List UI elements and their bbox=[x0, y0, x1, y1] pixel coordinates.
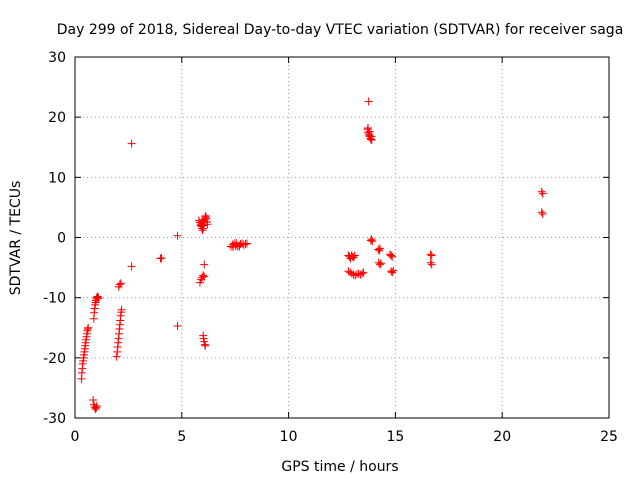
data-point bbox=[89, 395, 98, 404]
data-point bbox=[127, 262, 136, 271]
data-point bbox=[229, 243, 238, 252]
data-point bbox=[239, 240, 248, 249]
data-point bbox=[349, 253, 358, 262]
data-point bbox=[364, 97, 373, 106]
data-point bbox=[350, 251, 359, 260]
data-point bbox=[84, 323, 93, 332]
data-point bbox=[537, 208, 546, 217]
data-point bbox=[389, 266, 398, 275]
data-point bbox=[358, 269, 367, 278]
x-tick-label: 15 bbox=[386, 429, 404, 445]
x-tick-label: 0 bbox=[71, 429, 80, 445]
data-point bbox=[348, 252, 357, 261]
x-tick-label: 5 bbox=[177, 429, 186, 445]
data-point bbox=[352, 270, 361, 279]
data-point bbox=[374, 245, 383, 254]
data-point bbox=[116, 279, 125, 288]
data-point bbox=[127, 139, 136, 148]
data-point bbox=[112, 352, 121, 361]
data-point bbox=[198, 273, 207, 282]
data-point bbox=[92, 401, 101, 410]
data-point bbox=[199, 271, 208, 280]
data-point bbox=[359, 268, 368, 277]
data-point bbox=[366, 134, 375, 143]
data-point bbox=[115, 280, 124, 289]
x-tick-label: 10 bbox=[280, 429, 298, 445]
y-tick-labels: -30 -20 -10 0 10 20 30 bbox=[43, 50, 66, 427]
data-point bbox=[349, 270, 358, 279]
x-axis-label: GPS time / hours bbox=[281, 459, 398, 475]
data-point bbox=[90, 403, 99, 412]
data-point bbox=[93, 292, 102, 301]
axis-ticks bbox=[74, 56, 610, 419]
x-tick-label: 25 bbox=[600, 429, 618, 445]
y-tick-label: -20 bbox=[43, 351, 66, 367]
data-point bbox=[427, 260, 436, 269]
x-tick-labels: 0 5 10 15 20 25 bbox=[71, 429, 618, 445]
data-point bbox=[200, 272, 209, 281]
data-point bbox=[538, 189, 547, 198]
y-tick-label: -30 bbox=[43, 411, 66, 427]
data-point bbox=[203, 220, 212, 229]
y-tick-label: 30 bbox=[48, 50, 66, 66]
data-point bbox=[376, 259, 385, 268]
data-point bbox=[366, 236, 375, 245]
data-point bbox=[351, 271, 360, 280]
data-point bbox=[201, 341, 210, 350]
data-point bbox=[117, 305, 126, 314]
data-point bbox=[242, 239, 251, 248]
y-axis-label: SDTVAR / TECUs bbox=[8, 181, 24, 296]
y-tick-label: 20 bbox=[48, 110, 66, 126]
data-points bbox=[77, 97, 547, 413]
x-tick-label: 20 bbox=[493, 429, 511, 445]
data-point bbox=[197, 222, 206, 231]
grid-lines bbox=[75, 57, 609, 418]
data-point bbox=[368, 237, 377, 246]
data-point bbox=[538, 210, 547, 219]
data-point bbox=[388, 268, 397, 277]
data-point bbox=[94, 294, 103, 303]
y-tick-label: 0 bbox=[57, 231, 66, 247]
data-point bbox=[376, 260, 385, 269]
data-point bbox=[200, 260, 209, 269]
data-point bbox=[232, 238, 241, 247]
data-point bbox=[427, 251, 436, 260]
data-point bbox=[347, 269, 356, 278]
y-tick-label: 10 bbox=[48, 170, 66, 186]
data-point bbox=[199, 216, 208, 225]
data-point bbox=[365, 127, 374, 136]
data-point bbox=[387, 251, 396, 260]
data-point bbox=[364, 123, 373, 132]
data-point bbox=[198, 217, 207, 226]
data-point bbox=[374, 258, 383, 267]
data-point bbox=[156, 254, 165, 263]
data-point bbox=[173, 321, 182, 330]
data-point bbox=[426, 250, 435, 259]
y-tick-label: -10 bbox=[43, 291, 66, 307]
data-point bbox=[92, 293, 101, 302]
data-point bbox=[235, 242, 244, 251]
data-point bbox=[367, 132, 376, 141]
data-point bbox=[426, 258, 435, 267]
data-point bbox=[173, 231, 182, 240]
data-point bbox=[241, 240, 250, 249]
data-point bbox=[388, 252, 397, 261]
data-point bbox=[376, 244, 385, 253]
data-point bbox=[367, 235, 376, 244]
chart-title: Day 299 of 2018, Sidereal Day-to-day VTE… bbox=[57, 22, 624, 38]
data-point bbox=[157, 253, 166, 262]
data-point bbox=[387, 267, 396, 276]
data-point bbox=[537, 187, 546, 196]
